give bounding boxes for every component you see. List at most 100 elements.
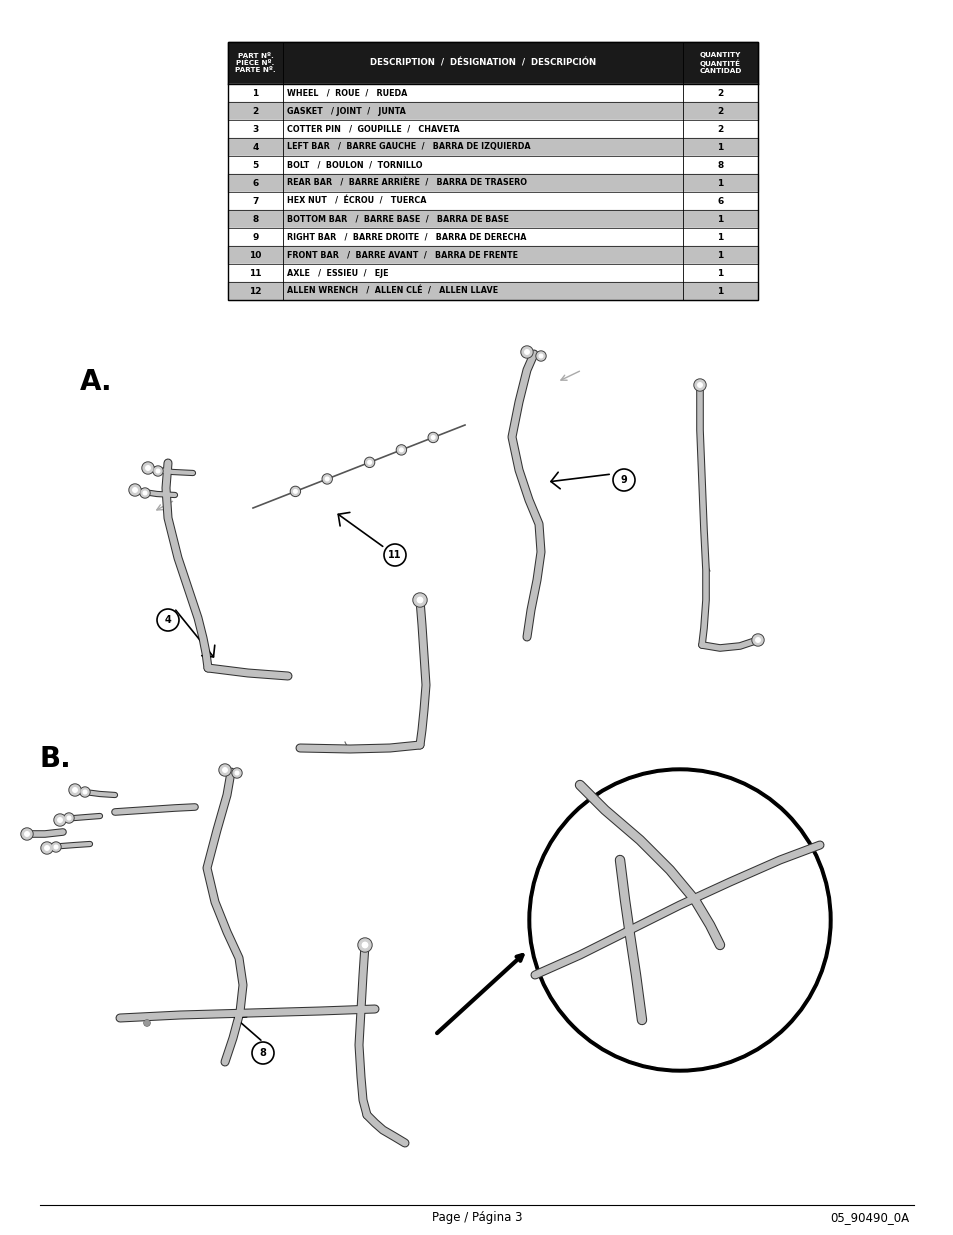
Text: 1: 1 bbox=[717, 142, 723, 152]
Circle shape bbox=[755, 637, 760, 642]
Text: 1: 1 bbox=[717, 251, 723, 259]
Circle shape bbox=[431, 436, 435, 440]
Circle shape bbox=[130, 485, 140, 495]
Circle shape bbox=[52, 844, 60, 851]
Bar bbox=[228, 103, 758, 120]
Circle shape bbox=[413, 593, 427, 606]
Circle shape bbox=[219, 764, 231, 776]
Text: 4: 4 bbox=[165, 615, 172, 625]
Circle shape bbox=[142, 462, 153, 474]
Circle shape bbox=[697, 383, 701, 388]
Circle shape bbox=[399, 448, 403, 452]
Text: 8: 8 bbox=[717, 161, 723, 169]
Circle shape bbox=[41, 842, 53, 853]
Circle shape bbox=[64, 813, 74, 823]
Circle shape bbox=[70, 785, 80, 795]
Text: FRONT BAR   /  BARRE AVANT  /   BARRA DE FRENTE: FRONT BAR / BARRE AVANT / BARRA DE FRENT… bbox=[287, 251, 517, 259]
Bar bbox=[228, 228, 758, 246]
Circle shape bbox=[322, 474, 332, 484]
Text: 12: 12 bbox=[249, 287, 261, 295]
Circle shape bbox=[69, 784, 81, 797]
Text: BOLT   /  BOULON  /  TORNILLO: BOLT / BOULON / TORNILLO bbox=[287, 161, 422, 169]
Text: GASKET   / JOINT  /   JUNTA: GASKET / JOINT / JUNTA bbox=[287, 106, 405, 116]
Circle shape bbox=[152, 466, 163, 475]
Circle shape bbox=[146, 466, 150, 471]
Circle shape bbox=[639, 1016, 644, 1023]
Text: B.: B. bbox=[40, 745, 71, 773]
Text: 3: 3 bbox=[253, 125, 258, 133]
Text: DESCRIPTION  /  DÉSIGNATION  /  DESCRIPCIÓN: DESCRIPTION / DÉSIGNATION / DESCRIPCIÓN bbox=[370, 58, 596, 68]
Circle shape bbox=[54, 814, 66, 826]
Text: 1: 1 bbox=[253, 89, 258, 98]
Text: 2: 2 bbox=[717, 106, 723, 116]
Circle shape bbox=[357, 939, 372, 952]
Circle shape bbox=[748, 867, 755, 873]
Circle shape bbox=[368, 461, 371, 464]
Text: 9: 9 bbox=[252, 232, 258, 242]
Circle shape bbox=[708, 790, 730, 813]
Circle shape bbox=[323, 475, 331, 483]
Bar bbox=[228, 42, 758, 300]
Circle shape bbox=[291, 488, 299, 495]
Circle shape bbox=[45, 846, 50, 850]
Circle shape bbox=[252, 1042, 274, 1065]
Circle shape bbox=[588, 958, 595, 966]
Circle shape bbox=[365, 458, 374, 467]
Circle shape bbox=[290, 487, 300, 496]
Circle shape bbox=[521, 347, 532, 357]
Text: LEFT BAR   /  BARRE GAUCHE  /   BARRA DE IZQUIERDA: LEFT BAR / BARRE GAUCHE / BARRA DE IZQUI… bbox=[287, 142, 530, 152]
Text: 4: 4 bbox=[252, 142, 258, 152]
Text: PART Nº.
PIÈCE Nº.
PARTE Nº.: PART Nº. PIÈCE Nº. PARTE Nº. bbox=[235, 53, 275, 73]
Text: 5: 5 bbox=[602, 988, 608, 997]
Circle shape bbox=[67, 816, 71, 820]
Bar bbox=[228, 138, 758, 156]
Circle shape bbox=[429, 433, 436, 441]
Circle shape bbox=[140, 488, 150, 498]
Bar bbox=[228, 84, 758, 103]
Text: COTTER PIN   /  GOUPILLE  /   CHAVETA: COTTER PIN / GOUPILLE / CHAVETA bbox=[287, 125, 459, 133]
Circle shape bbox=[54, 845, 58, 848]
Text: ALLEN WRENCH   /  ALLEN CLÉ  /   ALLEN LLAVE: ALLEN WRENCH / ALLEN CLÉ / ALLEN LLAVE bbox=[287, 287, 497, 295]
Bar bbox=[228, 191, 758, 210]
Circle shape bbox=[416, 598, 422, 603]
Circle shape bbox=[587, 958, 596, 966]
Circle shape bbox=[141, 489, 149, 496]
Circle shape bbox=[55, 815, 65, 825]
Circle shape bbox=[220, 764, 230, 776]
Circle shape bbox=[22, 829, 32, 839]
Text: QUANTITY
QUANTITÉ
CANTIDAD: QUANTITY QUANTITÉ CANTIDAD bbox=[699, 52, 740, 74]
Text: 8: 8 bbox=[771, 895, 778, 905]
Circle shape bbox=[58, 818, 62, 823]
Circle shape bbox=[21, 827, 33, 840]
Text: 6: 6 bbox=[253, 179, 258, 188]
Text: BOTTOM BAR   /  BARRE BASE  /   BARRA DE BASE: BOTTOM BAR / BARRE BASE / BARRA DE BASE bbox=[287, 215, 508, 224]
Text: 1: 1 bbox=[717, 268, 723, 278]
Text: 2: 2 bbox=[717, 89, 723, 98]
Bar bbox=[228, 42, 758, 84]
Circle shape bbox=[51, 842, 61, 852]
Text: 2: 2 bbox=[253, 106, 258, 116]
Text: 5: 5 bbox=[253, 161, 258, 169]
Circle shape bbox=[153, 467, 162, 475]
Text: 05_90490_0A: 05_90490_0A bbox=[829, 1212, 908, 1224]
Circle shape bbox=[232, 768, 242, 778]
Circle shape bbox=[524, 350, 529, 354]
Circle shape bbox=[157, 609, 179, 631]
Text: HEX NUT   /  ÉCROU  /   TUERCA: HEX NUT / ÉCROU / TUERCA bbox=[287, 196, 426, 205]
Circle shape bbox=[613, 469, 635, 492]
Circle shape bbox=[747, 866, 755, 874]
Circle shape bbox=[143, 463, 152, 473]
Text: 8: 8 bbox=[259, 1049, 266, 1058]
Circle shape bbox=[364, 457, 375, 467]
Circle shape bbox=[81, 788, 89, 797]
Circle shape bbox=[358, 939, 371, 951]
Circle shape bbox=[537, 352, 544, 359]
Text: 4: 4 bbox=[658, 1032, 664, 1044]
Text: RIGHT BAR   /  BARRE DROITE  /   BARRA DE DERECHA: RIGHT BAR / BARRE DROITE / BARRA DE DERE… bbox=[287, 232, 526, 242]
Circle shape bbox=[428, 432, 437, 442]
Circle shape bbox=[235, 771, 238, 774]
Circle shape bbox=[763, 889, 785, 911]
Circle shape bbox=[650, 1028, 672, 1049]
Circle shape bbox=[294, 489, 297, 493]
Circle shape bbox=[72, 788, 77, 792]
